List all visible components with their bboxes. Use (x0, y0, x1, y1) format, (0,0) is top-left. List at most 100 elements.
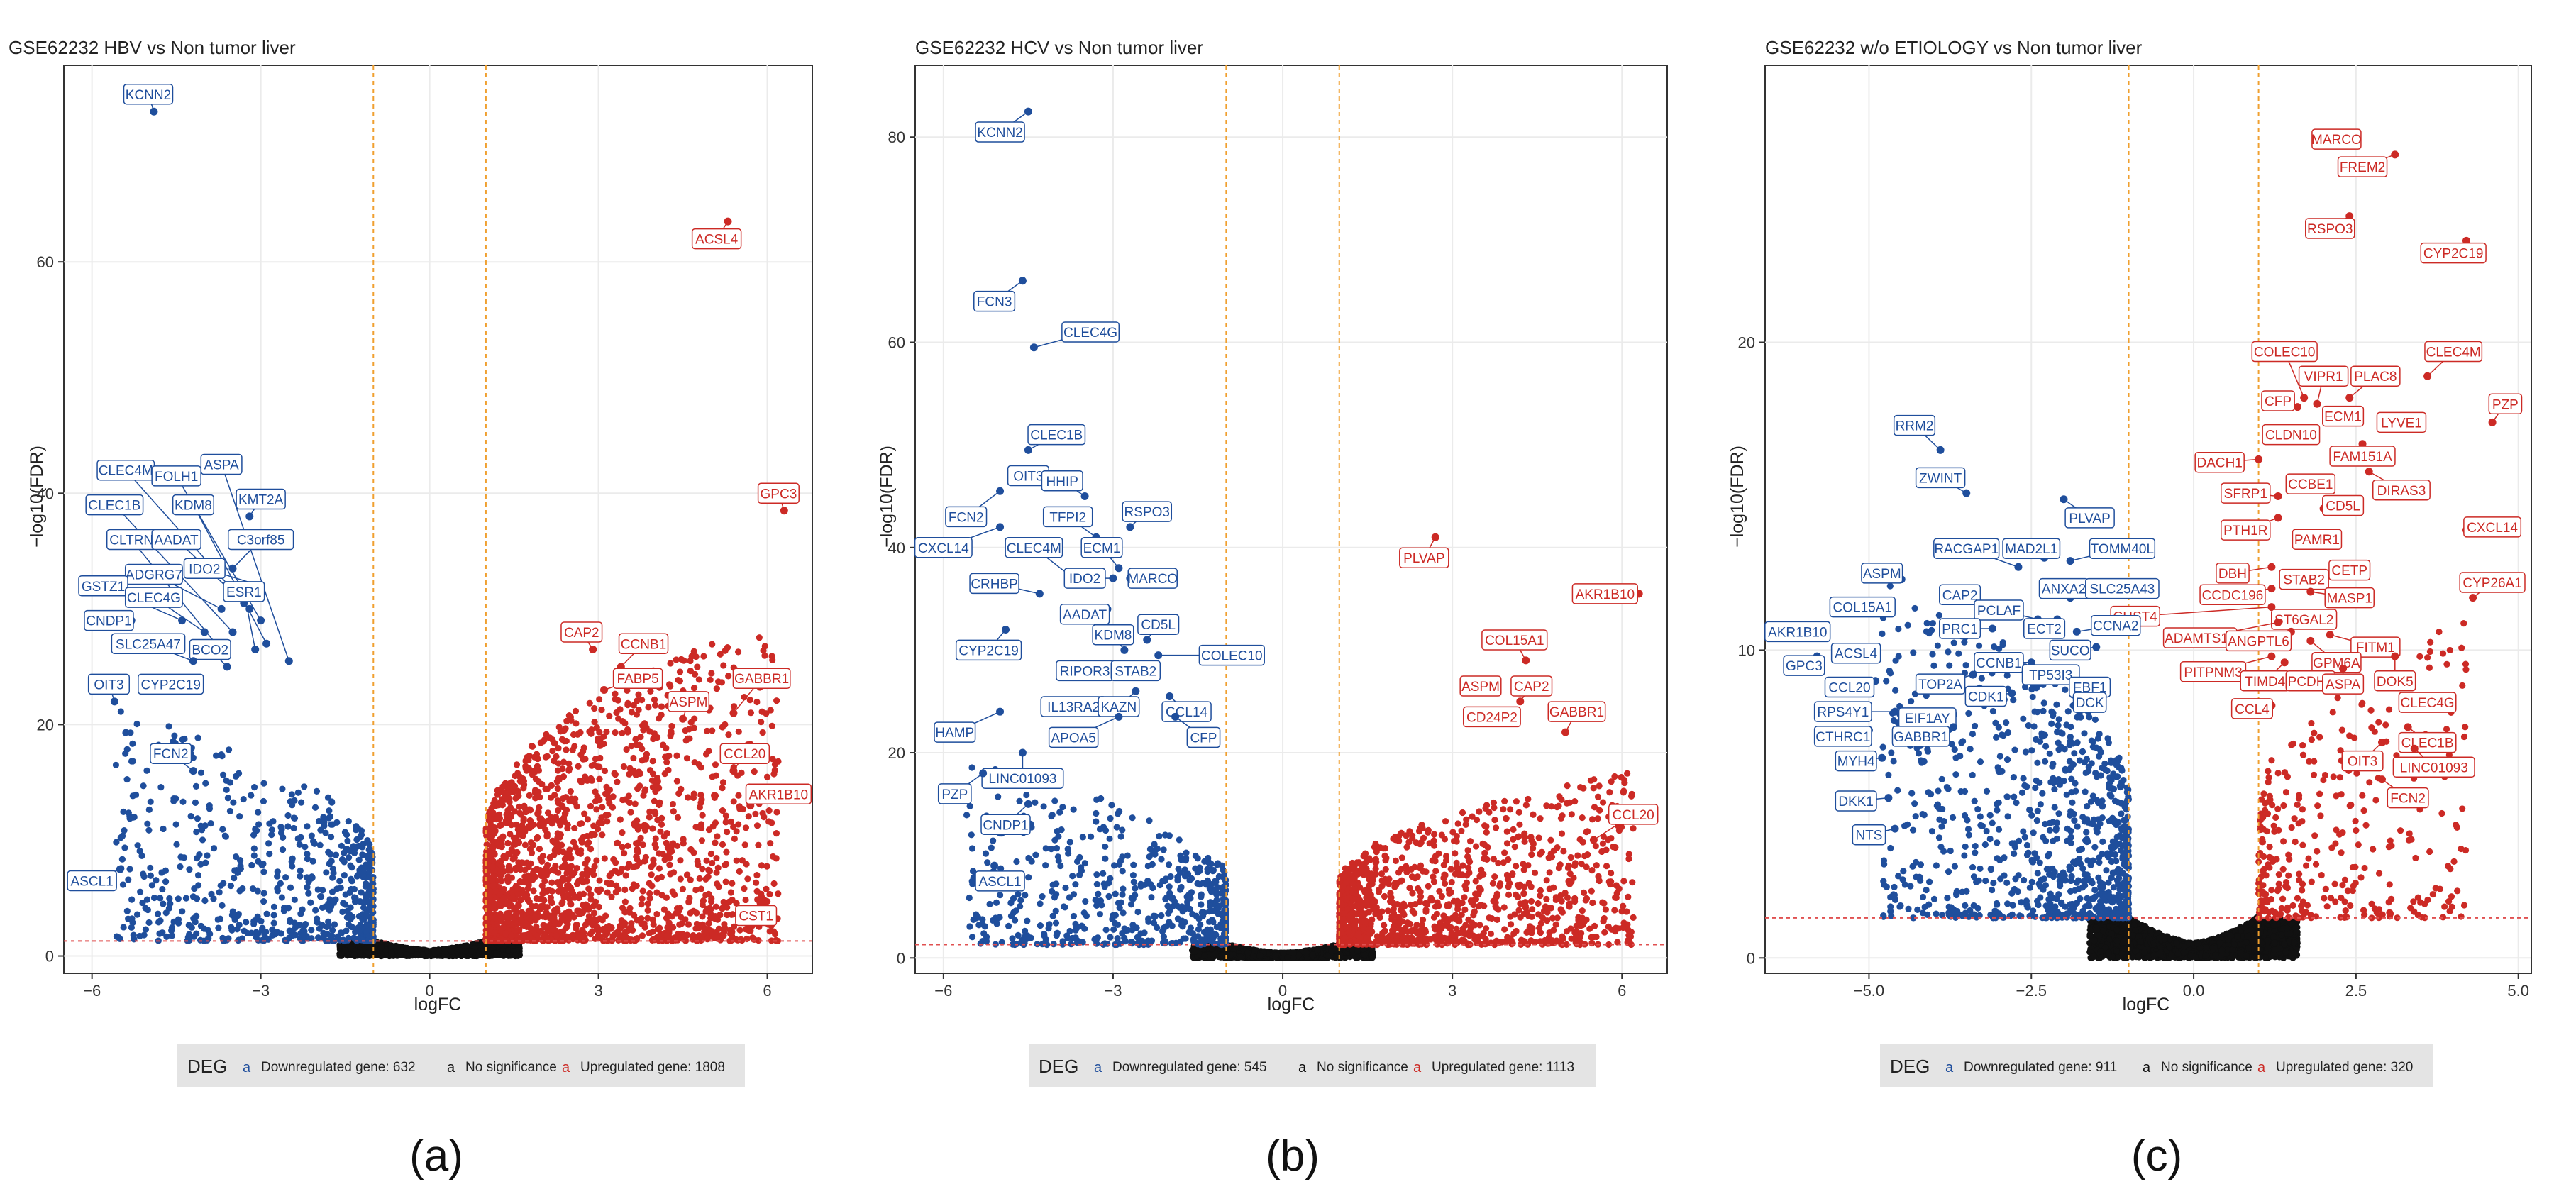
legend-up-label: Upregulated gene: 1113 (1432, 1060, 1574, 1075)
up-point (619, 844, 626, 851)
down-point (136, 847, 143, 855)
down-point (172, 821, 179, 828)
gene-label: GABBR1 (734, 672, 789, 687)
up-point (715, 883, 722, 890)
up-point (670, 808, 677, 815)
down-point (340, 900, 347, 907)
panel-b-label: (b) (1266, 1132, 1320, 1180)
down-point (277, 829, 285, 836)
down-point (147, 864, 154, 871)
down-point (139, 900, 146, 907)
gene-label: CCL20 (724, 747, 765, 762)
down-point (360, 899, 367, 906)
up-point (621, 886, 629, 894)
up-point (645, 704, 652, 711)
y-tick-label: 20 (37, 716, 54, 734)
up-point (563, 746, 570, 753)
down-point (159, 885, 166, 893)
up-point (744, 875, 751, 883)
up-point (719, 841, 726, 848)
up-point (594, 927, 602, 934)
down-point (219, 902, 226, 909)
x-tick-label: −6 (934, 982, 952, 1000)
up-point (514, 848, 521, 856)
up-point (677, 857, 684, 864)
up-point (705, 890, 712, 897)
up-point (631, 912, 638, 919)
down-point (129, 792, 136, 800)
up-point (575, 932, 582, 940)
up-point (682, 726, 689, 734)
up-point (584, 777, 591, 785)
up-point (656, 850, 663, 857)
down-point (355, 856, 363, 863)
down-point (314, 886, 321, 893)
down-point (231, 916, 238, 923)
up-point (758, 719, 765, 726)
up-point (758, 862, 765, 869)
down-point (297, 867, 304, 874)
up-point (563, 807, 570, 814)
up-point (708, 670, 715, 677)
gene-point (223, 663, 231, 671)
up-point (599, 831, 606, 839)
up-point (498, 797, 505, 804)
up-point (698, 796, 705, 803)
up-point (543, 833, 551, 840)
down-point (236, 887, 243, 895)
down-point (364, 836, 371, 844)
up-point (687, 668, 694, 675)
up-point (735, 821, 742, 828)
ns-point (500, 952, 507, 959)
up-point (669, 888, 676, 895)
up-point (668, 848, 675, 855)
down-point (145, 826, 153, 834)
up-point (542, 914, 549, 921)
up-point (549, 747, 556, 755)
up-point (653, 910, 660, 918)
y-tick-label: 20 (888, 744, 905, 762)
down-point (368, 853, 376, 861)
up-point (631, 800, 639, 807)
up-point (583, 878, 590, 885)
up-point (677, 913, 685, 921)
up-point (696, 875, 703, 882)
panel-a: GSE62232 HBV vs Non tumor liver logFC −l… (9, 37, 745, 1180)
up-point (753, 871, 761, 879)
panel-c-xlabel: logFC (2123, 995, 2170, 1014)
up-point (571, 869, 578, 876)
ns-point (448, 948, 455, 955)
down-point (266, 851, 273, 858)
down-point (341, 858, 348, 866)
up-point (601, 767, 609, 775)
down-point (184, 934, 192, 941)
up-point (582, 756, 589, 763)
gene-label: CLEC1B (88, 499, 140, 514)
ns-point (388, 949, 396, 956)
gene-point (262, 639, 271, 648)
down-point (363, 927, 370, 935)
down-point (357, 833, 364, 841)
down-point (344, 907, 351, 914)
up-point (709, 641, 716, 648)
up-point (491, 929, 499, 936)
down-point (215, 924, 222, 931)
up-point (604, 818, 611, 825)
up-point (511, 782, 519, 790)
up-point (715, 934, 722, 941)
down-point (128, 896, 136, 903)
up-point (720, 929, 728, 936)
up-point (558, 912, 565, 919)
down-point (167, 900, 174, 907)
up-point (676, 678, 684, 685)
up-point (581, 902, 588, 909)
up-point (537, 904, 545, 911)
legend-box (1880, 1044, 2433, 1087)
up-point (548, 879, 555, 886)
up-point (584, 816, 592, 823)
down-point (248, 861, 255, 869)
down-point (197, 936, 204, 944)
up-point (663, 758, 670, 765)
up-point (683, 755, 691, 762)
